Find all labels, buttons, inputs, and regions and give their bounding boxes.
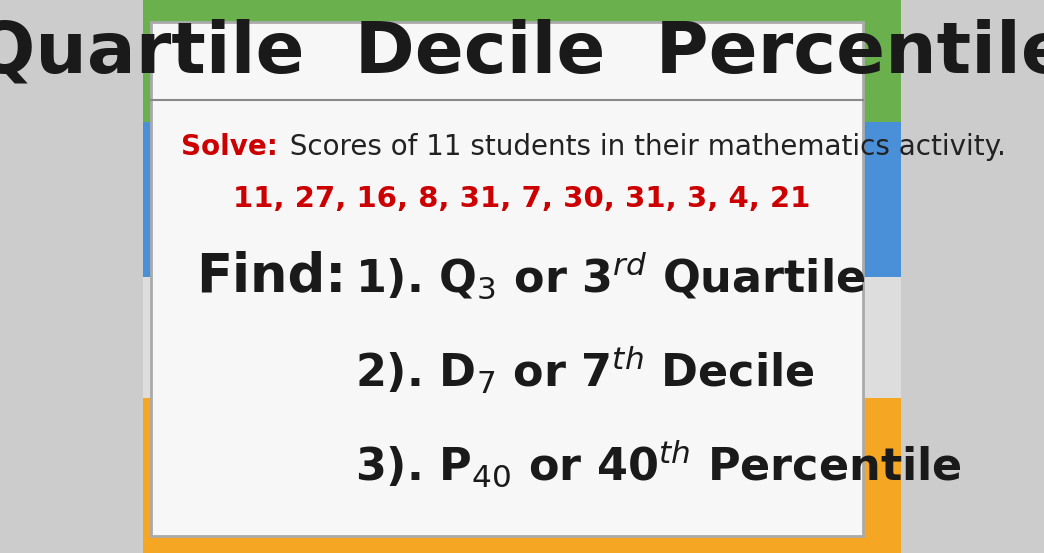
FancyBboxPatch shape	[143, 276, 901, 398]
Text: Find:: Find:	[196, 251, 347, 302]
Text: 1). Q$_{3}$ or 3$^{rd}$ Quartile: 1). Q$_{3}$ or 3$^{rd}$ Quartile	[355, 251, 865, 302]
FancyBboxPatch shape	[143, 0, 901, 122]
Text: Scores of 11 students in their mathematics activity.: Scores of 11 students in their mathemati…	[272, 133, 1006, 160]
Text: 3). P$_{40}$ or 40$^{th}$ Percentile: 3). P$_{40}$ or 40$^{th}$ Percentile	[355, 439, 963, 490]
FancyBboxPatch shape	[143, 122, 901, 276]
Text: 2). D$_{7}$ or 7$^{th}$ Decile: 2). D$_{7}$ or 7$^{th}$ Decile	[355, 345, 815, 397]
Text: Quartile  Decile  Percentile: Quartile Decile Percentile	[0, 18, 1044, 87]
Text: Solve:: Solve:	[182, 133, 278, 160]
Text: 11, 27, 16, 8, 31, 7, 30, 31, 3, 4, 21: 11, 27, 16, 8, 31, 7, 30, 31, 3, 4, 21	[233, 185, 811, 213]
FancyBboxPatch shape	[151, 22, 862, 536]
FancyBboxPatch shape	[143, 398, 901, 553]
